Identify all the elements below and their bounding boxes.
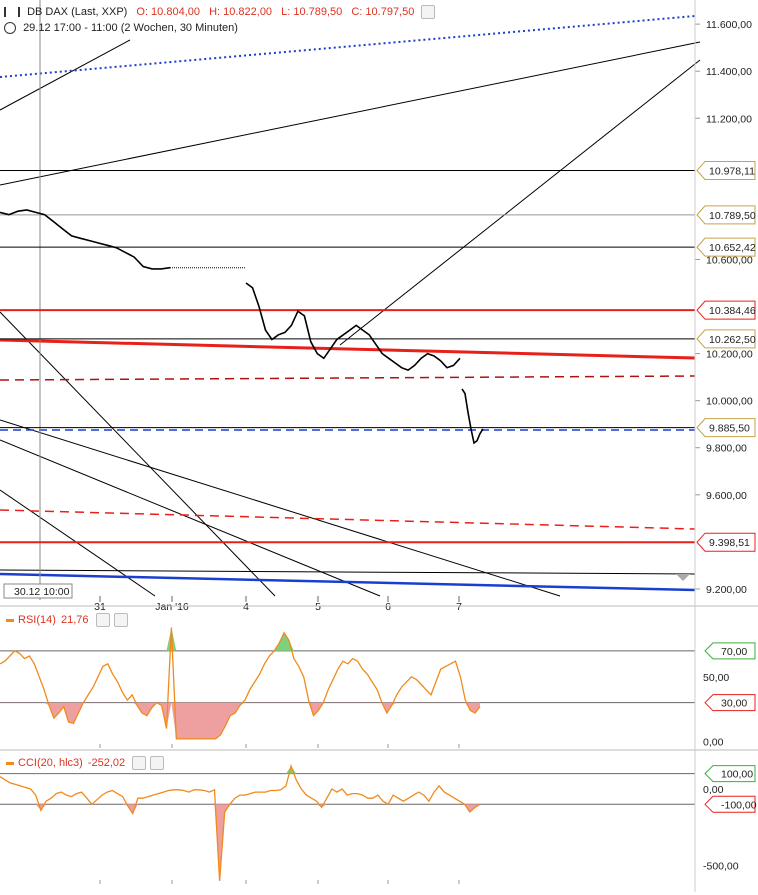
price-x-tick-label: Jan '16: [155, 601, 189, 613]
price-y-tick-label: 9.800,00: [706, 443, 747, 455]
ohlc-open: O: 10.804,00: [136, 5, 200, 18]
blue-trend-line: [0, 572, 696, 592]
rsi-level-label-text: 30,00: [721, 698, 747, 710]
rsi-line: [0, 627, 481, 740]
settings-button[interactable]: [421, 5, 436, 19]
cci-level-label-box: [704, 795, 756, 813]
level-label-box: [696, 329, 756, 349]
ohlc-close: C: 10.797,50: [351, 5, 415, 18]
rsi-level-label-box: [704, 694, 756, 712]
trend-line: [0, 439, 381, 597]
trend-line: [0, 41, 701, 186]
trend-line: [0, 569, 696, 575]
level-label-box: [696, 237, 756, 257]
price-y-tick-label: 9.600,00: [706, 490, 747, 502]
price-x-tick-label: 4: [243, 601, 249, 613]
range-text: 29.12 17:00 - 11:00 (2 Wochen, 30 Minute…: [23, 22, 238, 34]
trend-line: [0, 419, 561, 597]
level-label-box: [696, 418, 756, 438]
ohlc-low: L: 10.789,50: [281, 5, 343, 18]
rsi-y-tick-label: 50,00: [703, 672, 729, 684]
price-y-tick-label: 10.600,00: [706, 254, 753, 266]
price-panel: [0, 0, 695, 596]
level-label-box: [696, 205, 756, 225]
rsi-value: 21,76: [60, 613, 89, 626]
crosshair-time-text: 30.12 10:00: [14, 586, 70, 598]
cci-oversold-fill: [0, 804, 480, 881]
price-y-tick-label: 10.000,00: [706, 396, 753, 408]
rsi-y-tick-label: 0,00: [703, 737, 724, 749]
rsi-level-label-text: 70,00: [721, 646, 747, 658]
cci-level-label-text: 100,00: [721, 769, 753, 781]
cci-name: CCI(20, hlc3): [18, 756, 83, 769]
cci-level-label-text: -100,00: [721, 799, 757, 811]
red-dashed-trend: [0, 509, 696, 530]
price-x-tick-label: 5: [315, 601, 321, 613]
rsi-name: RSI(14): [18, 613, 56, 626]
cci-level-label: -100,00: [704, 795, 757, 813]
instrument-title: DB DAX (Last, XXP): [27, 5, 128, 18]
price-y-tick-label: 11.200,00: [706, 113, 752, 125]
rsi-level-label: 70,00: [704, 642, 756, 660]
level-label-text: 10.384,46: [709, 305, 756, 317]
level-label-text: 10.652,42: [709, 242, 756, 254]
level-label-text: 10.978,11: [709, 165, 755, 177]
rsi-settings-button[interactable]: [95, 613, 110, 627]
price-y-tick-label: 9.200,00: [706, 584, 747, 596]
chart-range: 29.12 17:00 - 11:00 (2 Wochen, 30 Minute…: [4, 22, 238, 35]
ohlc-high: H: 10.822,00: [209, 5, 273, 18]
price-series-line: [0, 209, 171, 270]
rsi-overbought-fill: [0, 627, 480, 651]
cci-value: -252,02: [87, 756, 126, 769]
price-y-tick-label: 11.600,00: [706, 19, 752, 31]
level-label-text: 10.262,50: [709, 334, 756, 346]
level-label-text: 10.789,50: [709, 210, 756, 222]
level-label-box: [696, 160, 756, 180]
price-x-tick-label: 7: [456, 601, 462, 613]
price-y-tick-label: 11.400,00: [706, 66, 752, 78]
clock-icon: [4, 22, 16, 35]
rsi-oversold-fill: [0, 702, 480, 739]
rsi-level-label: 30,00: [704, 694, 756, 712]
price-series-line: [461, 388, 484, 445]
blue-dotted-trend: [0, 15, 696, 78]
cci-level-label-box: [704, 765, 756, 783]
cci-level-label: 100,00: [704, 765, 756, 783]
price-x-tick-label: 31: [94, 601, 106, 613]
rsi-title: RSI(14) 21,76: [6, 613, 128, 627]
trend-line: [0, 39, 131, 111]
price-series-line: [245, 282, 461, 371]
trend-line: [0, 311, 276, 597]
cci-y-tick-label: 0,00: [703, 784, 724, 796]
level-label-box: [696, 532, 756, 552]
price-y-tick-label: 10.200,00: [706, 349, 753, 361]
cci-line: [0, 763, 481, 881]
chart-type-icon[interactable]: [4, 7, 20, 17]
level-price-label: 10.262,50: [696, 329, 756, 349]
crosshair-time-label: [3, 583, 73, 599]
trend-line: [339, 59, 701, 346]
red-trend-line: [0, 338, 696, 360]
level-label-box: [696, 300, 756, 320]
scroll-down-icon: [676, 574, 690, 581]
cci-close-button[interactable]: [150, 756, 165, 770]
rsi-level-label-box: [704, 642, 756, 660]
level-price-label: 10.789,50: [696, 205, 756, 225]
level-price-label: 10.652,42: [696, 237, 756, 257]
level-price-label: 10.978,11: [696, 160, 756, 180]
rsi-close-button[interactable]: [113, 613, 128, 627]
level-price-label: 10.384,46: [696, 300, 756, 320]
price-x-tick-label: 6: [385, 601, 391, 613]
cci-y-tick-label: -500,00: [703, 861, 739, 873]
cci-settings-button[interactable]: [132, 756, 147, 770]
chart-header: DB DAX (Last, XXP) O: 10.804,00 H: 10.82…: [4, 5, 436, 19]
level-label-text: 9.398,51: [709, 537, 750, 549]
level-label-text: 9.885,50: [709, 423, 750, 435]
cci-title: CCI(20, hlc3) -252,02: [6, 756, 165, 770]
darkred-dashed-line: [0, 375, 696, 381]
level-price-label: 9.398,51: [696, 532, 756, 552]
level-price-label: 9.885,50: [696, 418, 756, 438]
